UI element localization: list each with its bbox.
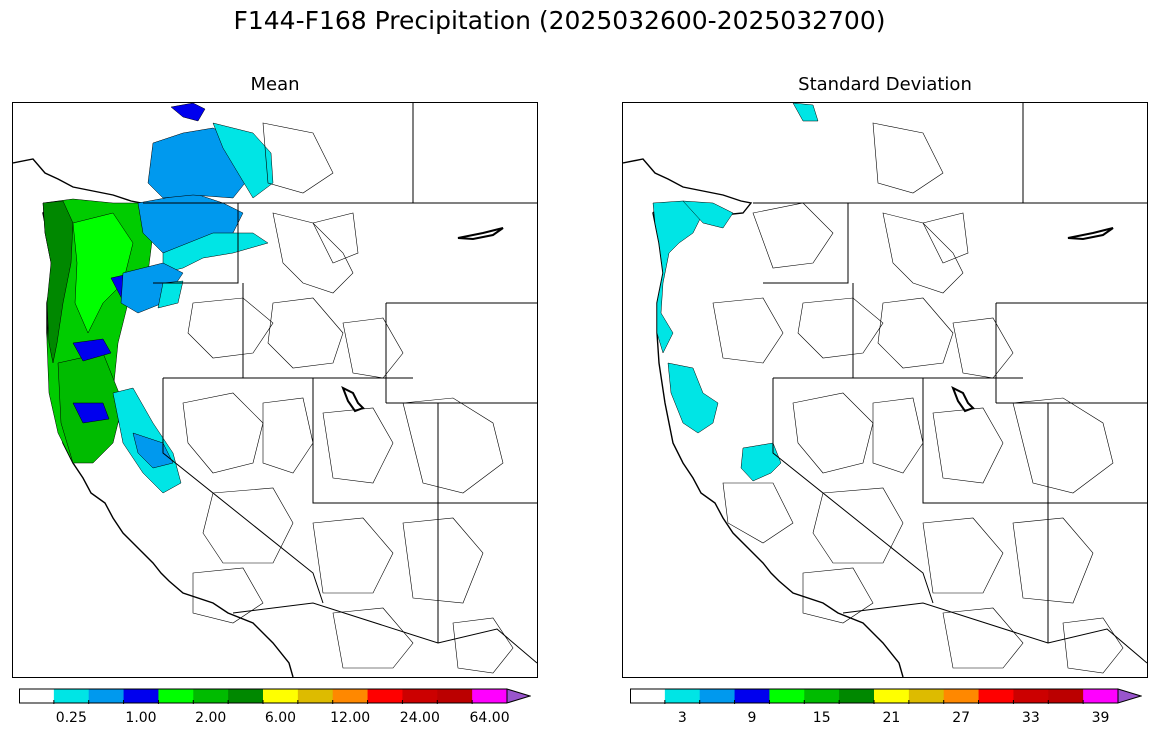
mean-precip-darkgreen-coast: [42, 200, 74, 364]
stddev-colorbar-tick-label: 15: [812, 710, 831, 726]
stddev-colorbar-swatch: [839, 689, 875, 703]
mean-colorbar-swatch: [123, 689, 159, 703]
mean-colorbar-swatch: [367, 689, 403, 703]
stddev-colorbar-swatch: [699, 689, 736, 703]
mean-colorbar-swatch: [263, 689, 299, 703]
mean-colorbar-tick-label: 64.00: [469, 710, 510, 726]
mean-map-canvas: [13, 103, 537, 677]
mean-colorbar-extend-arrow: [506, 688, 532, 704]
mean-colorbar-tick-label: 6.00: [264, 710, 297, 726]
stddev-cyan-washington: [682, 200, 734, 229]
mean-colorbar-swatch: [437, 689, 473, 703]
mean-colorbar-swatch: [193, 689, 229, 703]
mean-colorbar-swatch: [472, 689, 508, 703]
stddev-colorbar-swatch: [734, 689, 770, 703]
mean-precip-darkblue-b: [72, 338, 112, 362]
mean-colorbar-tick-label: 2.00: [195, 710, 227, 726]
mean-colorbar-swatch: [297, 689, 334, 703]
stddev-colorbar-tick-label: 3: [677, 710, 687, 726]
stddev-colorbar: [630, 688, 1143, 704]
mean-colorbar-tick-label: 0.25: [55, 710, 87, 726]
mean-colorbar-swatch: [158, 689, 194, 703]
stddev-colorbar-swatch: [1048, 689, 1084, 703]
pacific-coastline: [623, 158, 904, 677]
canada-lake: [457, 227, 504, 241]
stddev-cyan-sierra: [740, 442, 782, 482]
mean-precip-darkblue-c: [72, 402, 110, 424]
stddev-colorbar-swatch: [1083, 689, 1119, 703]
mean-precip-blue-sierra: [132, 432, 174, 469]
stddev-colorbar-swatch: [804, 689, 840, 703]
mean-map: [12, 102, 538, 678]
mean-colorbar-tick-label: 1.00: [125, 710, 157, 726]
mean-precip-darkblue-top: [170, 103, 206, 122]
mean-colorbar-tick-label: 24.00: [399, 710, 440, 726]
stddev-cyan-top: [792, 103, 819, 122]
stddev-panel-title: Standard Deviation: [798, 74, 972, 95]
stddev-colorbar-tick-label: 33: [1021, 710, 1040, 726]
stddev-map: [622, 102, 1148, 678]
stddev-map-canvas: [623, 103, 1147, 677]
stddev-colorbar-swatch: [908, 689, 945, 703]
mean-precip-cyan-oregon: [157, 280, 184, 309]
mean-colorbar: [19, 688, 532, 704]
stddev-colorbar-swatch: [664, 689, 701, 703]
stddev-colorbar-swatch: [978, 689, 1014, 703]
great-salt-lake: [951, 385, 975, 413]
mean-colorbar-swatch: [332, 689, 369, 703]
mean-precip-bright-green: [72, 212, 134, 334]
mean-precip-cyan-north: [212, 122, 274, 199]
mean-colorbar-tick-label: 12.00: [330, 710, 371, 726]
stddev-colorbar-tick-label: 9: [747, 710, 757, 726]
state-borders: [753, 103, 1147, 664]
mean-colorbar-swatch: [19, 689, 55, 703]
canada-lake: [1067, 227, 1114, 241]
great-salt-lake: [341, 385, 365, 413]
basin-outlines: [712, 122, 1124, 674]
stddev-cyan-coast-north: [652, 200, 704, 354]
stddev-colorbar-swatch: [874, 689, 910, 703]
stddev-colorbar-swatch: [769, 689, 805, 703]
stddev-colorbar-swatch: [1013, 689, 1049, 703]
stddev-colorbar-tick-label: 21: [882, 710, 901, 726]
stddev-colorbar-extend-arrow: [1117, 688, 1143, 704]
figure-title: F144-F168 Precipitation (2025032600-2025…: [233, 6, 886, 35]
stddev-colorbar-tick-label: 39: [1091, 710, 1110, 726]
mean-colorbar-swatch: [88, 689, 125, 703]
stddev-colorbar-swatch: [943, 689, 980, 703]
stddev-colorbar-swatch: [630, 689, 666, 703]
mean-colorbar-swatch: [53, 689, 90, 703]
mean-panel-title: Mean: [250, 74, 300, 95]
mean-colorbar-swatch: [228, 689, 264, 703]
stddev-cyan-oregon-coast: [667, 362, 719, 434]
stddev-colorbar-tick-label: 27: [952, 710, 971, 726]
mean-colorbar-swatch: [402, 689, 438, 703]
stddev-colorbar-svg: [630, 688, 1143, 704]
mean-colorbar-svg: [19, 688, 532, 704]
basin-outlines: [182, 122, 514, 674]
